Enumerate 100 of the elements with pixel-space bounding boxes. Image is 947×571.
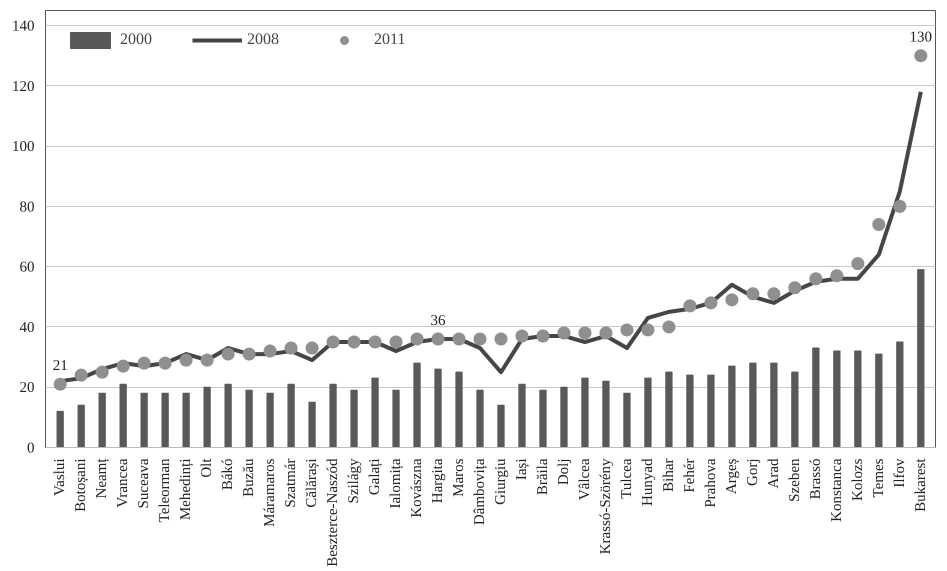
bar (371, 378, 379, 448)
bar (602, 380, 610, 448)
point (138, 356, 151, 370)
bar (455, 372, 463, 448)
point (893, 200, 906, 213)
point (96, 366, 109, 379)
bar (749, 362, 757, 448)
point (872, 218, 886, 231)
x-tick-label: Ialomița (388, 458, 404, 508)
bar (308, 402, 316, 448)
bar (413, 362, 421, 448)
bar (707, 374, 715, 448)
point (830, 269, 844, 282)
point (326, 336, 340, 349)
point (746, 287, 760, 300)
x-tick-label: Iași (514, 458, 530, 480)
point (662, 320, 676, 334)
bar (287, 384, 295, 448)
point (74, 368, 88, 382)
bar (245, 390, 253, 448)
y-tick-label: 100 (12, 139, 34, 156)
bar (392, 390, 400, 448)
annotation: 21 (52, 358, 68, 374)
bar (665, 372, 673, 448)
point (851, 257, 864, 270)
point (599, 326, 612, 340)
point (368, 336, 382, 349)
point (54, 378, 67, 391)
point (348, 336, 361, 349)
y-tick-label: 20 (20, 380, 34, 396)
x-tick-label: Máramaros (262, 458, 278, 527)
x-tick-label: Dolj (556, 458, 572, 486)
bar (581, 378, 589, 448)
x-tick-label: Hunyad (640, 458, 656, 506)
point (410, 332, 424, 346)
x-tick-label: Călărași (304, 458, 320, 508)
point (515, 330, 528, 342)
point (557, 326, 570, 340)
legend-label: 2000 (120, 31, 152, 49)
x-tick-label: Buzău (241, 458, 258, 497)
x-tick-label: Beszterce-Naszód (325, 458, 342, 567)
x-tick-label: Maros (451, 458, 468, 497)
x-tick-label: Temes (870, 458, 887, 498)
bar (728, 366, 736, 448)
bar (833, 350, 840, 448)
bar (266, 392, 274, 448)
x-tick-label: Bákó (220, 458, 236, 490)
bar (78, 404, 85, 448)
point (788, 281, 802, 294)
x-tick-label: Brassó (808, 458, 824, 500)
bar (770, 362, 778, 448)
legend-label: 2011 (374, 31, 406, 49)
x-tick-label: Teleorman (157, 458, 174, 522)
x-tick-label: Konstanca (828, 458, 845, 522)
point (494, 332, 508, 346)
bar (98, 392, 106, 448)
point (683, 299, 696, 312)
x-tick-label: Vâlcea (576, 458, 593, 500)
x-tick-label: Brăila (534, 458, 551, 496)
bar (560, 386, 568, 448)
x-tick-label: Olt (199, 458, 216, 478)
x-tick-label: Galați (367, 458, 384, 496)
x-tick-label: Neamț (94, 458, 110, 498)
bar (917, 269, 924, 448)
bar (497, 404, 505, 448)
point (242, 348, 256, 361)
x-tick-label: Bihar (660, 458, 677, 492)
bar (224, 384, 232, 448)
point (620, 323, 634, 336)
bar (203, 386, 211, 448)
point (306, 342, 319, 355)
x-tick-label: Fehér (682, 458, 698, 493)
point (474, 332, 487, 346)
point (809, 272, 822, 286)
x-tick-label: Szatmár (283, 458, 300, 508)
x-tick-label: Kolozs (850, 458, 866, 501)
x-tick-label: Vrancea (115, 458, 132, 508)
point (536, 330, 550, 342)
x-tick-label: Botoșani (73, 458, 90, 512)
x-tick-label: Szilágy (346, 458, 362, 504)
point (767, 287, 780, 300)
x-tick-label: Kovászna (409, 458, 426, 518)
point (222, 348, 235, 361)
annotation: 130 (910, 30, 932, 46)
x-tick-label: Krassó-Szörény (598, 458, 614, 554)
bar (623, 392, 631, 448)
bar (476, 390, 484, 448)
bar (329, 384, 337, 448)
legend-label: 2008 (247, 31, 279, 49)
bar (518, 384, 526, 448)
point (914, 49, 928, 62)
point (704, 296, 718, 310)
bar (56, 410, 64, 448)
point (264, 344, 277, 358)
point (432, 332, 445, 346)
y-tick-label: 80 (20, 199, 34, 216)
annotation: 36 (430, 313, 446, 330)
bar (812, 348, 820, 448)
x-tick-label: Szeben (786, 458, 803, 502)
point (452, 332, 466, 346)
